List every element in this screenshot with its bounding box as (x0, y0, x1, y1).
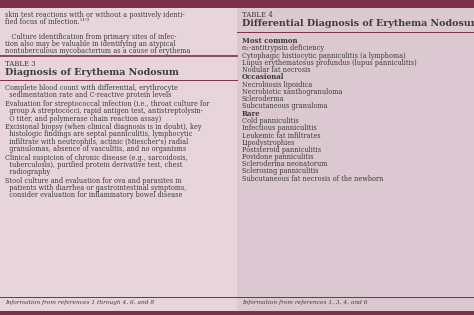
Text: TABLE 3: TABLE 3 (5, 60, 36, 68)
Bar (0, 0, 474, 8)
Text: consider evaluation for inflammatory bowel disease: consider evaluation for inflammatory bow… (5, 191, 182, 199)
Text: patients with diarrhea or gastrointestinal symptoms,: patients with diarrhea or gastrointestin… (5, 184, 186, 192)
Text: Most common: Most common (242, 37, 298, 45)
Text: Stool culture and evaluation for ova and parasites in: Stool culture and evaluation for ova and… (5, 177, 182, 185)
Text: Occasional: Occasional (242, 73, 284, 81)
Text: Leukemic fat infiltrates: Leukemic fat infiltrates (242, 131, 320, 140)
Bar (0, 0, 237, 315)
Text: Information from references 1 through 4, 6, and 8: Information from references 1 through 4,… (5, 300, 154, 305)
Text: Scleroderma neonatorum: Scleroderma neonatorum (242, 160, 328, 168)
Bar (237, 0, 474, 315)
Text: α₁-antitrypsin deficiency: α₁-antitrypsin deficiency (242, 44, 324, 53)
Text: Sclerosing panniculitis: Sclerosing panniculitis (242, 168, 319, 175)
Text: tion also may be valuable in identifying an atypical: tion also may be valuable in identifying… (5, 40, 176, 48)
Text: Culture identification from primary sites of infec-: Culture identification from primary site… (5, 32, 177, 41)
Text: histologic findings are septal panniculitis, lymphocytic: histologic findings are septal panniculi… (5, 130, 192, 138)
Text: Necrobiotic xanthogranuloma: Necrobiotic xanthogranuloma (242, 88, 342, 96)
Text: Complete blood count with differential, erythrocyte: Complete blood count with differential, … (5, 84, 178, 92)
Text: Cytophagic histiocytic panniculitis (a lymphoma): Cytophagic histiocytic panniculitis (a l… (242, 52, 406, 60)
Text: Scleroderma: Scleroderma (242, 95, 284, 103)
Text: Necrobiosis lipoidica: Necrobiosis lipoidica (242, 81, 312, 89)
Text: Lipodystrophies: Lipodystrophies (242, 139, 295, 147)
Text: O titer, and polymerase chain reaction assay): O titer, and polymerase chain reaction a… (5, 114, 161, 123)
Text: granulomas, absence of vasculitis, and no organisms: granulomas, absence of vasculitis, and n… (5, 145, 186, 153)
Text: sedimentation rate and C-reactive protein levels: sedimentation rate and C-reactive protei… (5, 91, 172, 100)
Text: tuberculosis), purified protein derivative test, chest: tuberculosis), purified protein derivati… (5, 161, 182, 169)
Text: fied focus of infection.¹¹ʹ²: fied focus of infection.¹¹ʹ² (5, 18, 90, 26)
Bar (0, 311, 474, 315)
Text: Infectious panniculitis: Infectious panniculitis (242, 124, 317, 132)
Text: TABLE 4: TABLE 4 (242, 11, 273, 19)
Text: Information from references 1, 3, 4, and 6: Information from references 1, 3, 4, and… (242, 300, 367, 305)
Text: group A streptococci, rapid antigen test, antistreptolysin-: group A streptococci, rapid antigen test… (5, 107, 203, 115)
Text: Subcutaneous granuloma: Subcutaneous granuloma (242, 102, 328, 110)
Text: Cold panniculitis: Cold panniculitis (242, 117, 299, 125)
Text: Poststeroid panniculitis: Poststeroid panniculitis (242, 146, 321, 154)
Text: skin test reactions with or without a positively identi-: skin test reactions with or without a po… (5, 11, 185, 19)
Text: Lupus erythematosus profundus (lupus panniculitis): Lupus erythematosus profundus (lupus pan… (242, 59, 417, 67)
Text: Excisional biopsy (when clinical diagnosis is in doubt), key: Excisional biopsy (when clinical diagnos… (5, 123, 201, 131)
Text: Povidone panniculitis: Povidone panniculitis (242, 153, 314, 161)
Text: Subcutaneous fat necrosis of the newborn: Subcutaneous fat necrosis of the newborn (242, 175, 383, 183)
Text: Diagnosis of Erythema Nodosum: Diagnosis of Erythema Nodosum (5, 68, 179, 77)
Text: infiltrate with neutrophils, actinic (Miescher's) radial: infiltrate with neutrophils, actinic (Mi… (5, 138, 188, 146)
Text: Differential Diagnosis of Erythema Nodosum: Differential Diagnosis of Erythema Nodos… (242, 19, 474, 28)
Text: nontuberculous mycobacterium as a cause of erythema: nontuberculous mycobacterium as a cause … (5, 47, 191, 55)
Text: Nodular fat necrosis: Nodular fat necrosis (242, 66, 310, 74)
Text: Evaluation for streptococcal infection (i.e., throat culture for: Evaluation for streptococcal infection (… (5, 100, 210, 108)
Text: Rare: Rare (242, 110, 261, 117)
Text: radiography: radiography (5, 168, 50, 176)
Text: Clinical suspicion of chronic disease (e.g., sarcoidosis,: Clinical suspicion of chronic disease (e… (5, 153, 188, 162)
